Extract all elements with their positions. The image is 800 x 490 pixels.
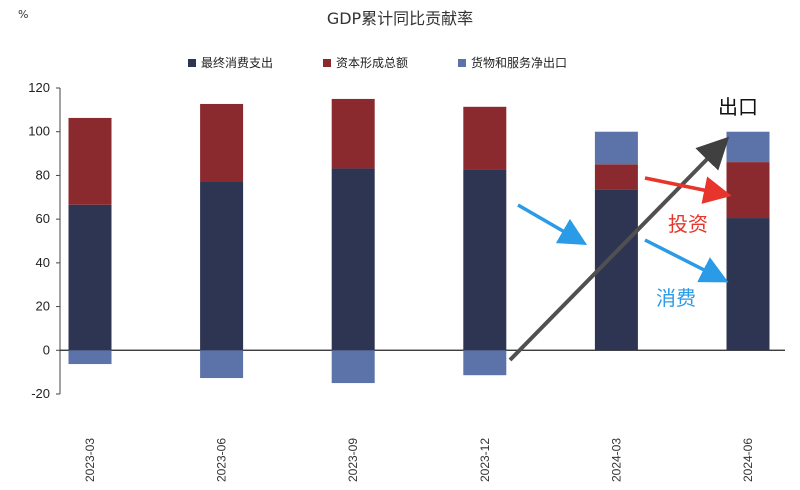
x-tick-label: 2023-03 <box>83 438 97 482</box>
legend: 最终消费支出 资本形成总额 货物和服务净出口 <box>188 55 567 70</box>
investment-arrow <box>644 176 732 204</box>
bars <box>68 98 770 384</box>
annotation-label: 消费 <box>656 286 696 310</box>
y-tick-label: 100 <box>28 124 50 139</box>
y-tick-label: -20 <box>31 386 50 401</box>
x-tick-label: 2023-12 <box>478 438 492 482</box>
x-tick-label: 2023-09 <box>346 438 360 482</box>
export-trend-arrow <box>508 136 730 362</box>
x-tick-label: 2024-03 <box>609 438 623 482</box>
bar-segment <box>331 350 375 384</box>
bar-segment <box>463 106 507 170</box>
legend-label: 最终消费支出 <box>201 55 273 70</box>
legend-swatch <box>188 59 196 67</box>
bar-segment <box>200 181 244 351</box>
bar-segment <box>726 218 770 351</box>
bar-segment <box>463 169 507 351</box>
legend-label: 资本形成总额 <box>336 56 408 70</box>
consumption-arrow-left <box>517 203 588 246</box>
bar-segment <box>726 162 770 219</box>
bar-segment <box>68 350 112 365</box>
bar-segment <box>331 98 375 169</box>
y-tick-label: 60 <box>36 211 50 226</box>
bar-segment <box>200 350 244 379</box>
annotation-label: 投资 <box>668 212 708 236</box>
bar-segment <box>463 350 507 376</box>
x-tick-label: 2023-06 <box>215 438 229 482</box>
bar-segment <box>68 204 112 351</box>
bar-segment <box>594 131 638 165</box>
bar-segment <box>594 164 638 190</box>
bar-segment <box>726 131 770 163</box>
y-tick-label: 80 <box>36 167 50 182</box>
bar-segment <box>200 103 244 182</box>
y-tick-label: 120 <box>28 80 50 95</box>
x-tick-labels: 2023-03 2023-06 2023-09 2023-12 2024-03 2024-… <box>83 438 755 482</box>
annotation-label: 出口 <box>718 95 758 119</box>
consumption-arrow <box>644 238 729 283</box>
bar-segment <box>68 117 112 205</box>
y-unit-label: % <box>18 8 28 21</box>
bar-segment <box>594 189 638 351</box>
y-tick-label: 0 <box>43 342 50 357</box>
legend-label: 货物和服务净出口 <box>471 55 567 70</box>
y-tick-label: 20 <box>36 299 50 314</box>
x-tick-label: 2024-06 <box>741 438 755 482</box>
bar-segment <box>331 168 375 351</box>
chart-title: GDP累计同比贡献率 <box>327 9 473 28</box>
axes: -20 0 20 40 60 80 100 120 <box>28 80 785 401</box>
legend-swatch <box>323 59 331 67</box>
legend-swatch <box>458 59 466 67</box>
y-tick-label: 40 <box>36 255 50 270</box>
